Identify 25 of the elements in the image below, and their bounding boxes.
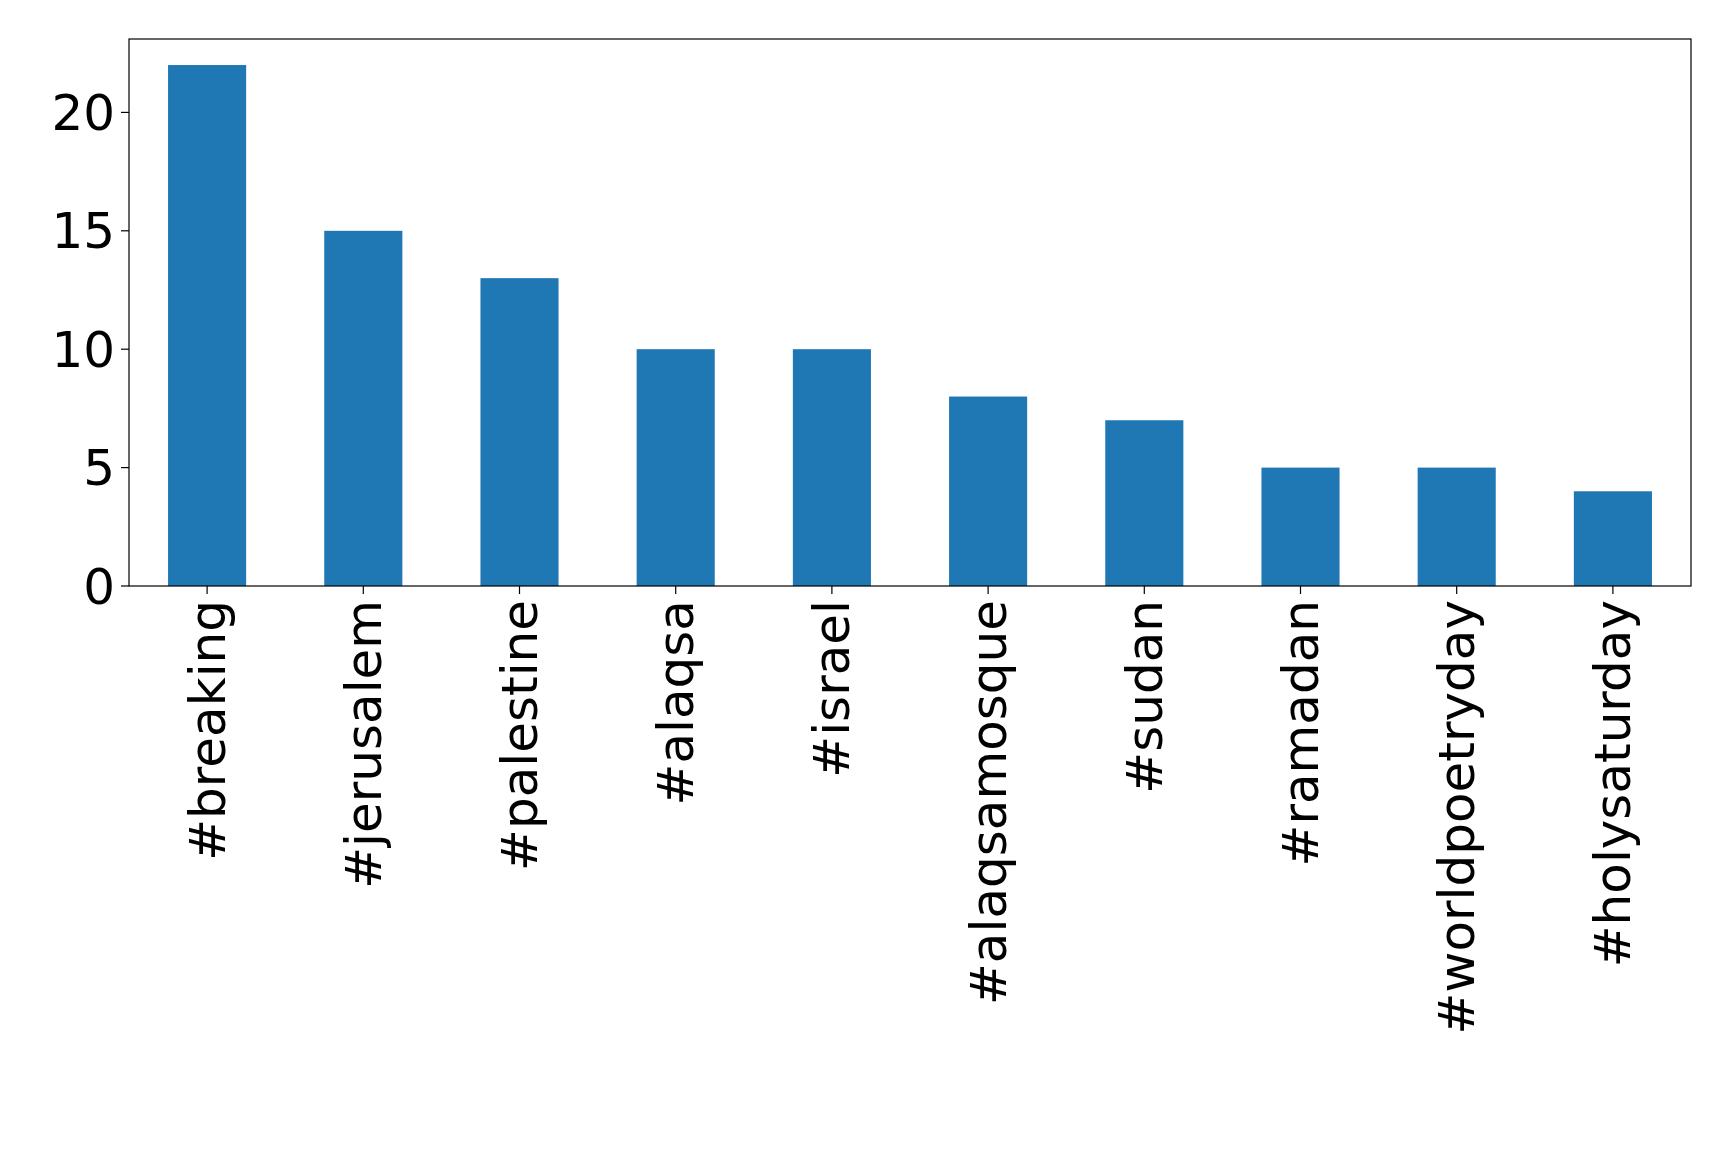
x-tick-label: #sudan bbox=[1115, 600, 1174, 794]
y-tick-label: 10 bbox=[51, 320, 115, 379]
x-tick-label: #holysaturday bbox=[1584, 600, 1643, 968]
bar bbox=[1261, 467, 1340, 586]
bar bbox=[949, 396, 1028, 586]
x-tick-label: #worldpoetryday bbox=[1428, 600, 1487, 1035]
y-tick-label: 20 bbox=[51, 83, 115, 142]
x-tick-label: #alaqsamosque bbox=[959, 600, 1018, 1006]
x-tick-label: #palestine bbox=[491, 600, 549, 871]
bar bbox=[168, 65, 247, 586]
bar bbox=[480, 278, 559, 586]
bar bbox=[1105, 420, 1184, 586]
bar bbox=[1417, 467, 1496, 586]
x-tick-label: #breaking bbox=[178, 600, 237, 861]
bar bbox=[792, 349, 871, 586]
y-tick-label: 5 bbox=[83, 439, 115, 498]
x-tick-label: #jerusalem bbox=[334, 600, 393, 889]
y-tick-label: 15 bbox=[51, 202, 115, 261]
x-tick-label: #ramadan bbox=[1272, 600, 1330, 867]
bar bbox=[324, 230, 403, 586]
bar bbox=[1573, 491, 1652, 586]
x-tick-label: #alaqsa bbox=[647, 600, 706, 806]
bar bbox=[636, 349, 715, 586]
y-tick-label: 0 bbox=[83, 557, 115, 616]
x-tick-label: #israel bbox=[803, 600, 862, 778]
